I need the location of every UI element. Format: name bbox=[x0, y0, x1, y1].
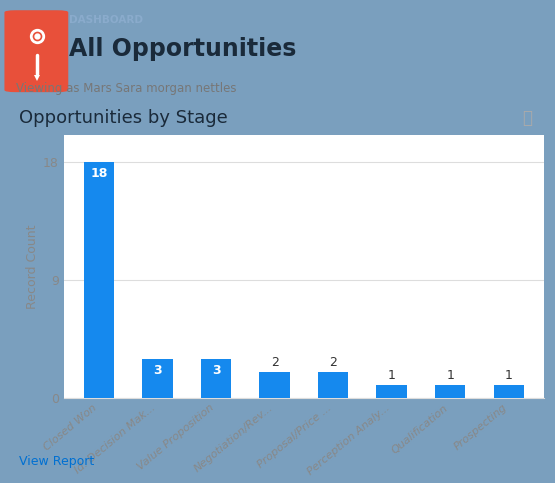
Bar bbox=[493, 385, 524, 398]
Y-axis label: Record Count: Record Count bbox=[26, 225, 39, 309]
Text: 3: 3 bbox=[153, 364, 162, 377]
Bar bbox=[376, 385, 407, 398]
Text: View Report: View Report bbox=[19, 455, 95, 468]
Text: All Opportunities: All Opportunities bbox=[69, 37, 297, 61]
Text: 1: 1 bbox=[388, 369, 396, 382]
Text: 3: 3 bbox=[211, 364, 220, 377]
Text: Opportunities by Stage: Opportunities by Stage bbox=[19, 109, 228, 127]
Bar bbox=[142, 359, 173, 398]
Text: 1: 1 bbox=[446, 369, 454, 382]
Text: DASHBOARD: DASHBOARD bbox=[69, 15, 143, 26]
Text: 2: 2 bbox=[329, 356, 337, 369]
Bar bbox=[259, 372, 290, 398]
Text: 2: 2 bbox=[271, 356, 279, 369]
Bar bbox=[201, 359, 231, 398]
Text: 1: 1 bbox=[505, 369, 513, 382]
Bar bbox=[318, 372, 349, 398]
Text: 18: 18 bbox=[90, 167, 108, 180]
FancyBboxPatch shape bbox=[4, 10, 68, 92]
Text: ⤢: ⤢ bbox=[522, 109, 532, 127]
Text: Viewing as Mars Sara morgan nettles: Viewing as Mars Sara morgan nettles bbox=[16, 82, 236, 95]
Bar bbox=[84, 161, 114, 398]
Bar bbox=[435, 385, 466, 398]
